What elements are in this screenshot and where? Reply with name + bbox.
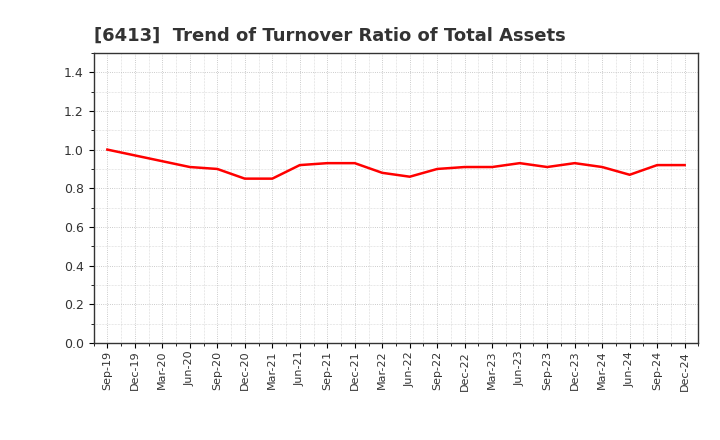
- Text: [6413]  Trend of Turnover Ratio of Total Assets: [6413] Trend of Turnover Ratio of Total …: [94, 26, 565, 44]
